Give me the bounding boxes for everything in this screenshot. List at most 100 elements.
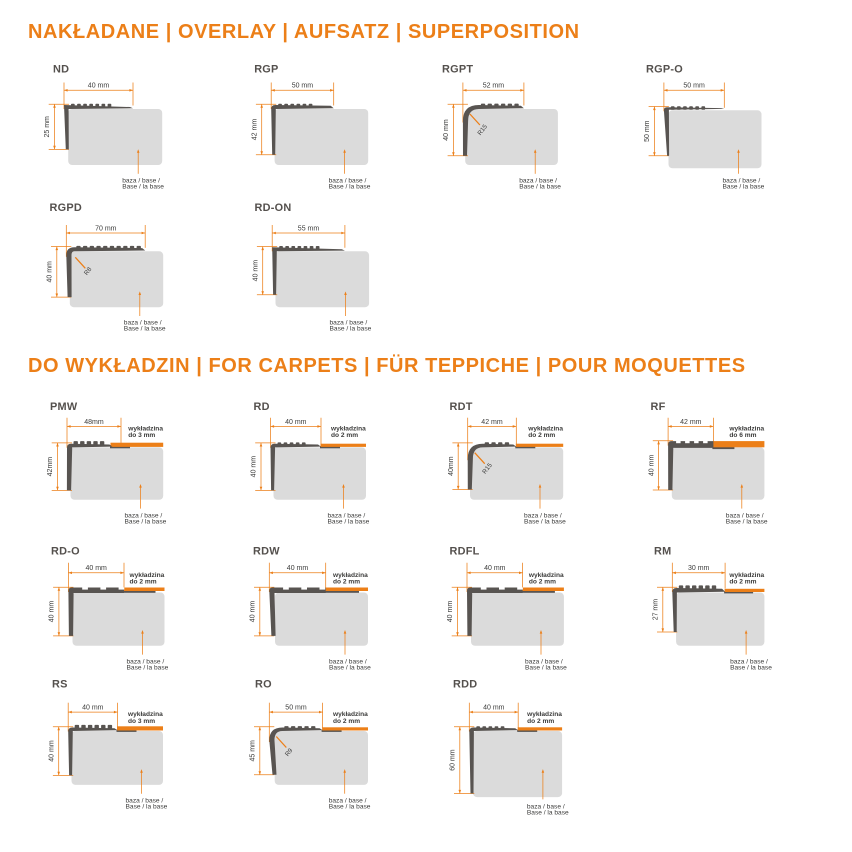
svg-text:40 mm: 40 mm <box>447 601 454 623</box>
svg-text:wykładzina: wykładzina <box>129 572 165 579</box>
svg-text:wykładzina: wykładzina <box>127 711 163 718</box>
svg-text:DO WYKŁADZIN | FOR CARPETS | F: DO WYKŁADZIN | FOR CARPETS | FÜR TEPPICH… <box>28 354 746 377</box>
svg-text:baza / base /: baza / base / <box>328 512 366 519</box>
svg-text:baza / base /: baza / base / <box>525 658 563 665</box>
svg-text:48mm: 48mm <box>84 419 104 426</box>
svg-text:do 2 mm: do 2 mm <box>331 432 358 439</box>
svg-text:30 mm: 30 mm <box>688 565 710 572</box>
svg-text:40 mm: 40 mm <box>648 455 655 477</box>
svg-text:40 mm: 40 mm <box>285 419 307 426</box>
svg-text:RD-ON: RD-ON <box>255 202 292 214</box>
svg-text:baza / base /: baza / base / <box>524 512 562 519</box>
svg-text:52 mm: 52 mm <box>483 83 505 90</box>
svg-text:wykładzina: wykładzina <box>728 425 764 432</box>
svg-text:NAKŁADANE | OVERLAY | AUFSATZ: NAKŁADANE | OVERLAY | AUFSATZ | SUPERPOS… <box>28 21 580 43</box>
svg-text:wykładzina: wykładzina <box>332 572 368 579</box>
svg-text:wykładzina: wykładzina <box>528 572 564 579</box>
svg-text:42mm: 42mm <box>47 457 54 477</box>
svg-text:baza / base /: baza / base / <box>127 658 165 665</box>
svg-text:baza / base /: baza / base / <box>329 658 367 665</box>
svg-text:do 3 mm: do 3 mm <box>128 432 155 439</box>
svg-text:wykładzina: wykładzina <box>127 425 163 432</box>
svg-text:baza / base /: baza / base / <box>122 178 160 185</box>
svg-text:50 mm: 50 mm <box>683 83 705 90</box>
svg-text:40 mm: 40 mm <box>82 705 104 712</box>
svg-text:25 mm: 25 mm <box>44 116 51 138</box>
svg-text:baza / base /: baza / base / <box>723 178 761 185</box>
svg-text:45 mm: 45 mm <box>250 740 257 762</box>
svg-text:40 mm: 40 mm <box>49 601 56 623</box>
svg-text:RDD: RDD <box>453 679 477 691</box>
svg-text:42 mm: 42 mm <box>680 419 702 426</box>
svg-text:Base / la base: Base / la base <box>329 184 371 191</box>
svg-text:R8: R8 <box>83 266 94 277</box>
svg-text:baza / base /: baza / base / <box>527 804 565 811</box>
svg-text:40 mm: 40 mm <box>47 261 54 283</box>
svg-text:40 mm: 40 mm <box>250 601 257 623</box>
svg-text:40 mm: 40 mm <box>48 740 55 762</box>
svg-text:40 mm: 40 mm <box>251 456 258 478</box>
svg-text:baza / base /: baza / base / <box>519 178 557 185</box>
svg-text:do 2 mm: do 2 mm <box>130 579 157 586</box>
svg-text:baza / base /: baza / base / <box>125 512 163 519</box>
svg-text:Base / la base: Base / la base <box>726 518 768 525</box>
svg-text:42 mm: 42 mm <box>251 119 258 141</box>
svg-text:do 2 mm: do 2 mm <box>333 718 360 725</box>
svg-text:40 mm: 40 mm <box>252 260 259 282</box>
svg-text:Base / la base: Base / la base <box>329 664 371 671</box>
svg-text:baza / base /: baza / base / <box>124 320 162 327</box>
svg-text:Base / la base: Base / la base <box>127 664 169 671</box>
svg-text:wykładzina: wykładzina <box>728 572 764 579</box>
svg-text:50 mm: 50 mm <box>285 705 307 712</box>
svg-text:RS: RS <box>52 679 68 691</box>
svg-text:40 mm: 40 mm <box>85 565 107 572</box>
svg-text:RO: RO <box>255 679 272 691</box>
svg-text:wykładzina: wykładzina <box>330 425 366 432</box>
svg-text:55 mm: 55 mm <box>298 225 320 232</box>
svg-text:Base / la base: Base / la base <box>328 518 370 525</box>
svg-text:50 mm: 50 mm <box>292 83 314 90</box>
svg-text:do 6 mm: do 6 mm <box>729 432 756 439</box>
svg-text:40 mm: 40 mm <box>287 565 309 572</box>
svg-text:do 2 mm: do 2 mm <box>529 579 556 586</box>
svg-text:Base / la base: Base / la base <box>723 184 765 191</box>
svg-text:PMW: PMW <box>50 401 78 413</box>
svg-text:Base / la base: Base / la base <box>329 803 371 810</box>
svg-text:baza / base /: baza / base / <box>330 320 368 327</box>
svg-text:baza / base /: baza / base / <box>329 178 367 185</box>
svg-text:do 2 mm: do 2 mm <box>729 579 756 586</box>
svg-text:RDFL: RDFL <box>450 546 480 558</box>
svg-text:50 mm: 50 mm <box>644 120 651 142</box>
svg-text:baza / base /: baza / base / <box>730 658 768 665</box>
svg-text:baza / base /: baza / base / <box>329 797 367 804</box>
svg-text:Base / la base: Base / la base <box>125 518 167 525</box>
svg-text:do 3 mm: do 3 mm <box>128 718 155 725</box>
svg-text:ND: ND <box>53 64 69 76</box>
svg-text:Base / la base: Base / la base <box>525 664 567 671</box>
svg-text:wykładzina: wykładzina <box>332 711 368 718</box>
svg-text:Base / la base: Base / la base <box>122 184 164 191</box>
svg-text:Base / la base: Base / la base <box>519 184 561 191</box>
svg-text:do 2 mm: do 2 mm <box>333 579 360 586</box>
svg-text:Base / la base: Base / la base <box>330 326 372 333</box>
svg-text:RDT: RDT <box>450 401 473 413</box>
svg-text:RGPD: RGPD <box>50 202 82 214</box>
svg-text:baza / base /: baza / base / <box>726 512 764 519</box>
svg-text:40 mm: 40 mm <box>484 565 506 572</box>
svg-text:40mm: 40mm <box>448 456 455 476</box>
svg-text:40 mm: 40 mm <box>443 119 450 141</box>
svg-text:60 mm: 60 mm <box>450 749 457 771</box>
svg-text:wykładzina: wykładzina <box>527 425 563 432</box>
svg-text:Base / la base: Base / la base <box>730 664 772 671</box>
svg-text:RGPT: RGPT <box>442 64 473 76</box>
svg-text:70 mm: 70 mm <box>95 225 117 232</box>
svg-text:do 2 mm: do 2 mm <box>528 432 555 439</box>
svg-text:RD: RD <box>254 401 270 413</box>
svg-text:40 mm: 40 mm <box>88 83 110 90</box>
svg-text:Base / la base: Base / la base <box>124 326 166 333</box>
svg-text:do 2 mm: do 2 mm <box>527 718 554 725</box>
svg-text:40 mm: 40 mm <box>483 705 505 712</box>
svg-text:RGP: RGP <box>254 64 278 76</box>
svg-text:RGP-O: RGP-O <box>646 64 683 76</box>
svg-text:Base / la base: Base / la base <box>126 803 168 810</box>
